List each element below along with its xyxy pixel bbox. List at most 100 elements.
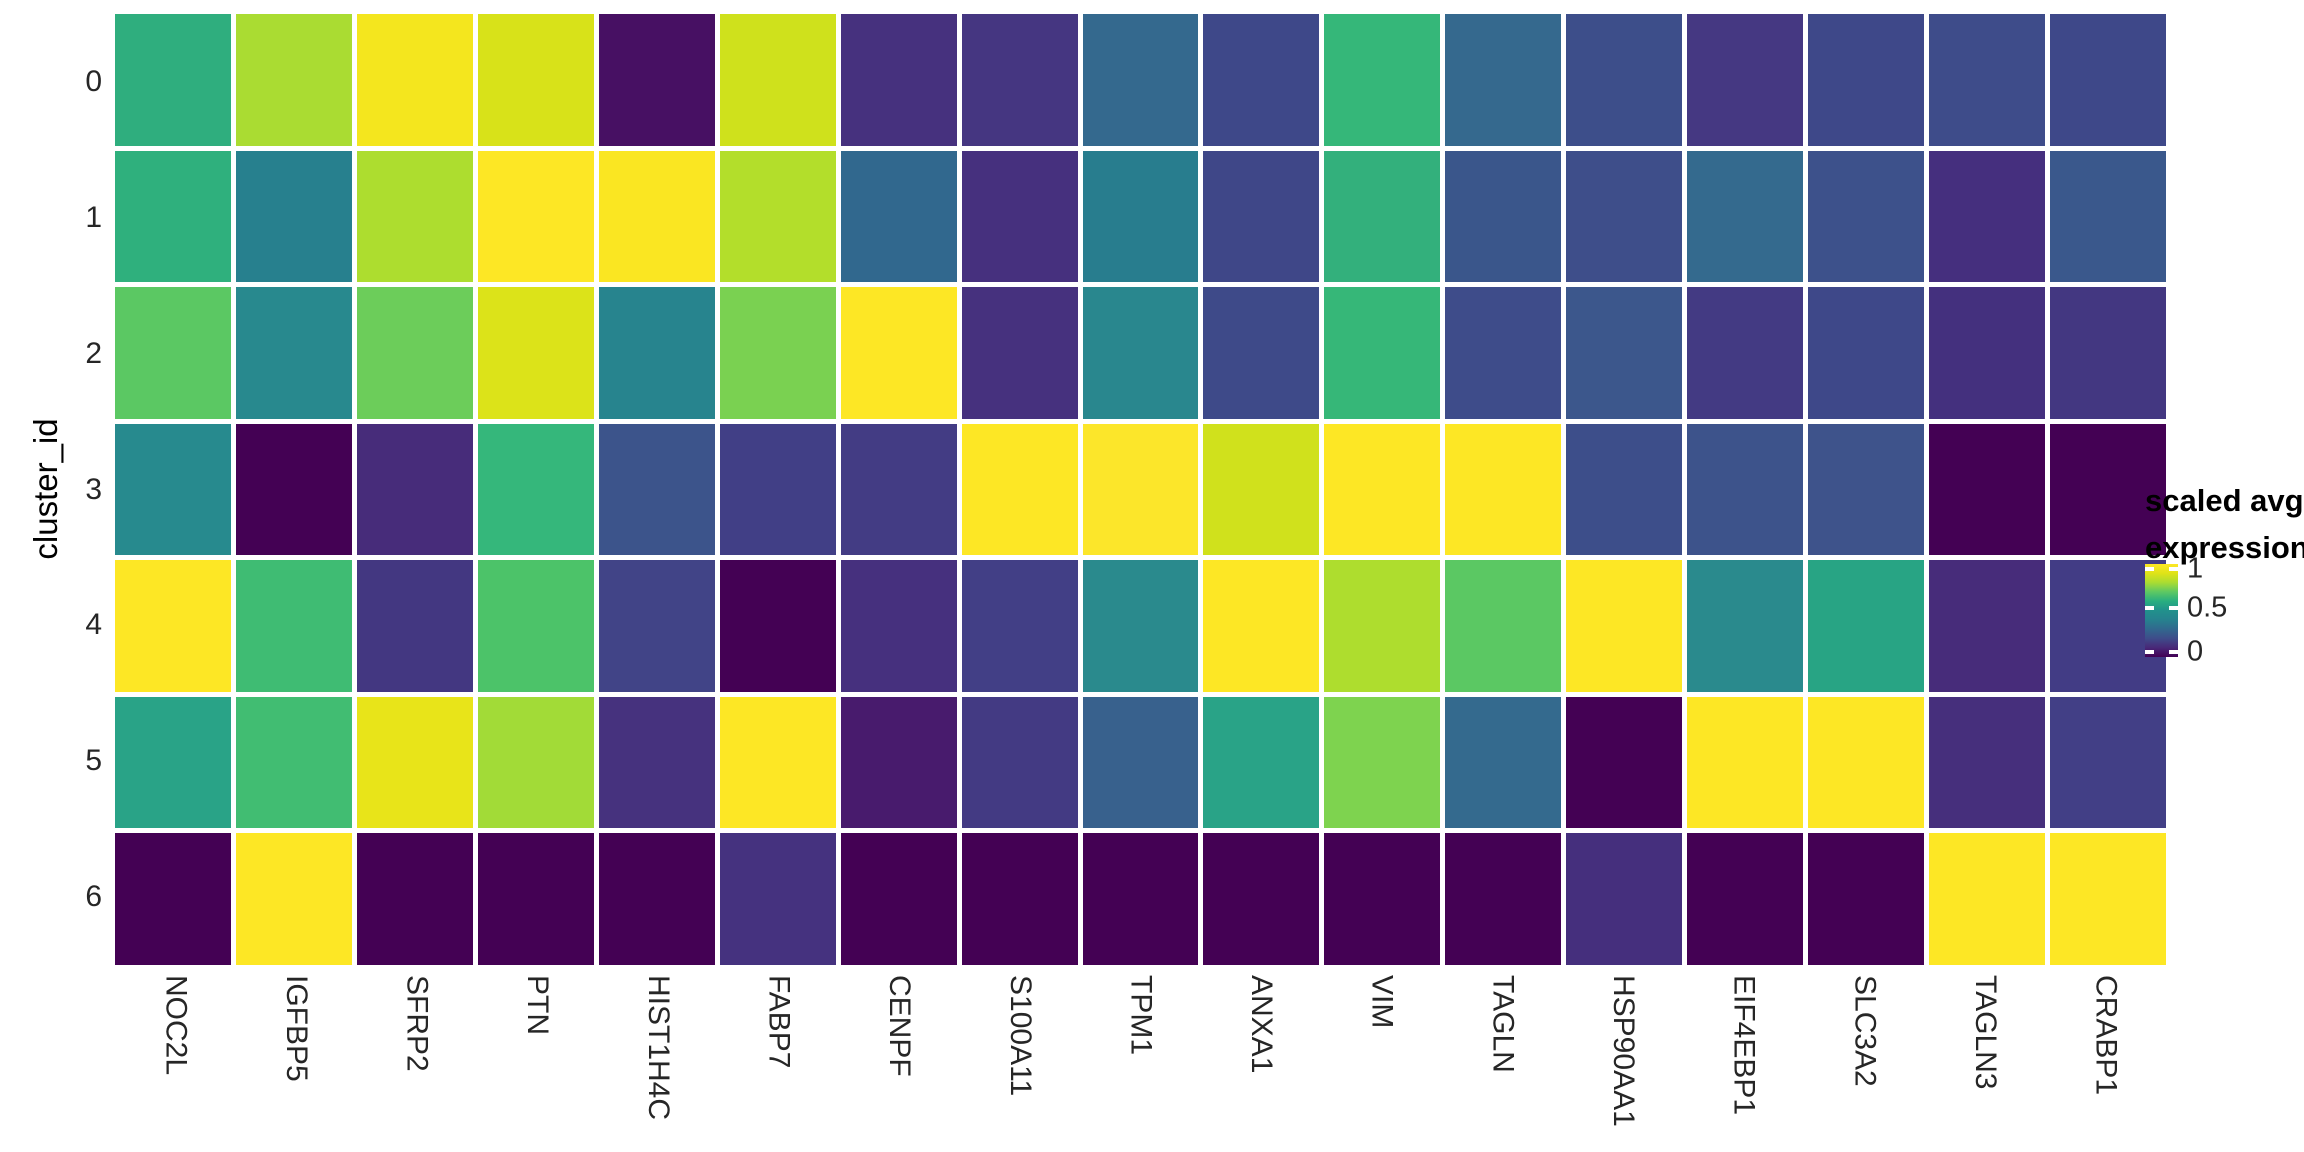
x-tick-label: CRABP1: [2089, 975, 2123, 1096]
heatmap-cell: [598, 423, 715, 556]
heatmap-cell: [840, 423, 957, 556]
heatmap-cell: [840, 696, 957, 829]
heatmap-cell: [598, 560, 715, 692]
heatmap-cell: [2050, 833, 2166, 965]
heatmap-cell: [356, 423, 473, 556]
heatmap-cell: [961, 14, 1078, 146]
heatmap-cell: [1203, 14, 1320, 146]
heatmap-cell: [356, 560, 473, 692]
heatmap-cell: [1445, 560, 1562, 692]
x-axis-ticks: NOC2L IGFBP5 SFRP2 PTN HIST1H4C FABP7 CENPF S10…: [115, 975, 2166, 1150]
legend-tick-label: 0: [2187, 635, 2204, 668]
x-tick-label: HIST1H4C: [641, 975, 675, 1121]
heatmap-cell: [961, 696, 1078, 829]
heatmap-cell: [1203, 833, 1320, 965]
y-axis-ticks: 0 1 2 3 4 5 6: [0, 14, 102, 965]
heatmap-cell: [598, 287, 715, 419]
heatmap-cell: [477, 696, 594, 829]
y-tick-label: 0: [85, 64, 102, 98]
legend-tick-label: 1: [2187, 552, 2204, 585]
x-tick-label: VIM: [1365, 975, 1399, 1029]
y-tick-label: 5: [85, 744, 102, 778]
heatmap-cell: [115, 696, 231, 829]
x-tick-label: SFRP2: [400, 975, 434, 1072]
x-tick-slot: TAGLN: [1442, 975, 1563, 1150]
heatmap-cell: [1203, 696, 1320, 829]
heatmap-cell: [1445, 696, 1562, 829]
x-tick-slot: EIF4EBP1: [1683, 975, 1804, 1150]
heatmap-cell: [1445, 287, 1562, 419]
heatmap-cell: [840, 560, 957, 692]
colorbar-tick-mark: [2169, 605, 2178, 610]
heatmap-cell: [477, 150, 594, 283]
heatmap-cell: [1687, 150, 1804, 283]
heatmap-cell: [235, 560, 352, 692]
heatmap-cell: [115, 423, 231, 556]
heatmap-cell: [1324, 287, 1441, 419]
heatmap-cell: [1082, 833, 1199, 965]
colorbar-tick-mark: [2169, 649, 2178, 654]
heatmap-cell: [1808, 150, 1925, 283]
heatmap-cell: [1324, 560, 1441, 692]
legend-colorbar: [2145, 564, 2178, 657]
x-tick-label: FABP7: [762, 975, 796, 1069]
heatmap-cell: [115, 150, 231, 283]
heatmap-cell: [356, 150, 473, 283]
heatmap-cell: [961, 287, 1078, 419]
heatmap-cell: [1566, 696, 1683, 829]
heatmap-cell: [1808, 14, 1925, 146]
heatmap-cell: [719, 287, 836, 419]
x-tick-slot: FABP7: [718, 975, 839, 1150]
heatmap-cell: [115, 287, 231, 419]
legend-tick-label: 0.5: [2187, 591, 2228, 624]
heatmap-cell: [1808, 560, 1925, 692]
heatmap-cell: [1566, 423, 1683, 556]
heatmap-cell: [2050, 150, 2166, 283]
x-tick-slot: CRABP1: [2045, 975, 2166, 1150]
heatmap-cell: [1566, 833, 1683, 965]
x-tick-label: CENPF: [883, 975, 917, 1077]
x-tick-label: S100A11: [1003, 975, 1037, 1097]
heatmap-cell: [235, 287, 352, 419]
heatmap-cell: [1929, 560, 2046, 692]
x-tick-label: PTN: [521, 975, 555, 1035]
x-tick-slot: S100A11: [959, 975, 1080, 1150]
heatmap-cell: [235, 833, 352, 965]
heatmap-cell: [719, 150, 836, 283]
heatmap-cell: [1687, 560, 1804, 692]
y-tick-label: 2: [85, 336, 102, 370]
heatmap-cell: [2050, 423, 2166, 556]
heatmap-cell: [1445, 14, 1562, 146]
heatmap-cell: [1929, 696, 2046, 829]
heatmap-cell: [477, 560, 594, 692]
heatmap-cell: [840, 833, 957, 965]
heatmap-cell: [1687, 423, 1804, 556]
heatmap-cell: [356, 14, 473, 146]
heatmap-cell: [1203, 423, 1320, 556]
heatmap-cell: [1324, 696, 1441, 829]
heatmap-cell: [961, 423, 1078, 556]
legend-title-line1: scaled avg.: [2145, 483, 2304, 518]
heatmap-cell: [1929, 423, 2046, 556]
x-tick-label: EIF4EBP1: [1727, 975, 1761, 1116]
y-tick-label: 6: [85, 880, 102, 914]
x-tick-label: TAGLN: [1486, 975, 1520, 1073]
heatmap-cell: [840, 150, 957, 283]
heatmap-cell: [235, 14, 352, 146]
x-tick-slot: ANXA1: [1201, 975, 1322, 1150]
heatmap-cell: [1808, 833, 1925, 965]
legend-title: scaled avg. expression: [2145, 477, 2304, 571]
x-tick-label: NOC2L: [159, 975, 193, 1076]
heatmap-cell: [1566, 560, 1683, 692]
heatmap-cell: [1687, 14, 1804, 146]
x-tick-slot: PTN: [477, 975, 598, 1150]
heatmap-cell: [719, 833, 836, 965]
x-tick-slot: NOC2L: [115, 975, 236, 1150]
heatmap-cell: [598, 833, 715, 965]
heatmap-cell: [477, 833, 594, 965]
heatmap-cell: [1324, 833, 1441, 965]
heatmap-cell: [1929, 833, 2046, 965]
heatmap-cell: [1445, 423, 1562, 556]
y-tick-label: 4: [85, 608, 102, 642]
